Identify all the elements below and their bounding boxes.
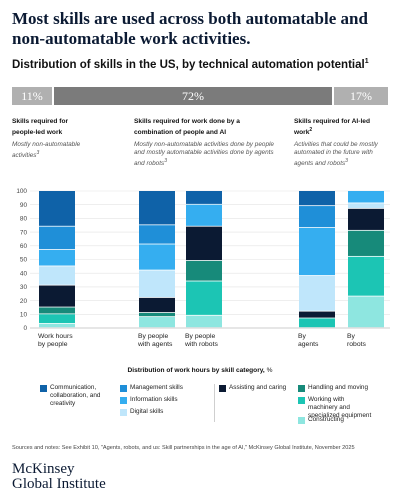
page-title: Most skills are used across both automat… (12, 9, 368, 48)
x-category-label: By agents (298, 333, 319, 348)
legend-item: Working with machinery and specialized e… (298, 396, 374, 419)
bar-segment (299, 311, 335, 318)
bar-segment (186, 226, 222, 261)
y-tick-label: 70 (20, 229, 28, 236)
y-tick-label: 100 (16, 188, 27, 195)
bar-segment (299, 275, 335, 311)
group-title: Skills required for AI-led work2 (294, 118, 370, 137)
legend-divider (214, 384, 215, 422)
legend-label: Assisting and caring (229, 384, 287, 391)
y-tick-label: 60 (20, 243, 28, 250)
legend-item: Digital skills (120, 408, 196, 416)
legend-item: Assisting and caring (219, 384, 295, 392)
group-title: Skills required for people-led work (12, 118, 69, 137)
legend-title: Distribution of work hours by skill cate… (127, 367, 273, 374)
bar-segment (39, 191, 75, 226)
y-tick-label: 30 (20, 284, 28, 291)
legend-item: Communication, collaboration, and creati… (40, 384, 112, 407)
bar-segment (139, 191, 175, 225)
bar-segment (299, 227, 335, 276)
legend-swatch (219, 384, 226, 392)
group-description: Mostly non-automatable activities3 (12, 140, 81, 159)
bar-segment (39, 266, 75, 285)
group-title: Skills required for work done by a combi… (134, 118, 240, 137)
stacked-bar-chart: 0 10 20 30 40 50 60 70 80 90 100 Work hours by peopl… (16, 188, 390, 348)
bar-segment (299, 191, 335, 206)
bar-segment (186, 260, 222, 281)
x-category-label: By robots (347, 333, 366, 348)
bar-segment (186, 315, 222, 328)
y-tick-label: 90 (20, 202, 28, 209)
legend-item: Handling and moving (298, 384, 374, 392)
legend-label: Constructing (308, 416, 344, 423)
legend-swatch (120, 384, 127, 392)
y-tick-label: 50 (20, 257, 28, 264)
legend-label: Handling and moving (308, 384, 369, 391)
group-header-people-led: Skills required for people-led work Most… (12, 118, 92, 160)
bar-segment (139, 270, 175, 298)
x-category-label: By people with agents (137, 333, 173, 348)
legend-label: Information skills (130, 396, 178, 403)
x-category-label: Work hours by people (38, 333, 73, 348)
legend-item: Information skills (120, 396, 196, 404)
bar-segment (139, 244, 175, 270)
bar-segment (186, 281, 222, 315)
bar-segment (39, 249, 75, 266)
legend-swatch (120, 396, 127, 404)
group-description: Activities that could be mostly automate… (294, 140, 378, 167)
automation-share-bar: 11% 72% 17% (12, 87, 388, 105)
bar-segment (299, 318, 335, 328)
bar-segment (39, 226, 75, 250)
legend-item: Constructing (298, 416, 374, 424)
bar-segment (299, 206, 335, 228)
bar-segment (348, 191, 384, 203)
group-description: Mostly non-automatable activities done b… (134, 140, 274, 167)
y-tick-label: 0 (23, 325, 27, 332)
legend-swatch (40, 384, 47, 392)
legend-item: Management skills (120, 384, 196, 392)
chart-subtitle: Distribution of skills in the US, by tec… (12, 58, 392, 71)
bar-segment (139, 317, 175, 328)
share-people-led: 11% (12, 87, 52, 105)
bar-segment (348, 230, 384, 256)
bar-segment (348, 208, 384, 230)
group-header-ai-led: Skills required for AI-led work2 Activit… (294, 118, 389, 168)
y-tick-label: 10 (20, 312, 28, 319)
brand-line-1: McKinsey (12, 461, 75, 477)
legend-label: Communication, collaboration, and creati… (50, 384, 101, 407)
share-ai-led: 17% (334, 87, 388, 105)
group-header-combination: Skills required for work done by a combi… (134, 118, 279, 168)
y-tick-label: 80 (20, 216, 28, 223)
legend-swatch (120, 408, 127, 416)
bar-segment (186, 191, 222, 204)
x-category-label: By people with robots (184, 333, 218, 348)
legend-swatch (298, 416, 305, 424)
bar-segment (39, 323, 75, 328)
share-combination: 72% (54, 87, 332, 105)
y-tick-label: 20 (20, 298, 28, 305)
y-tick-label: 40 (20, 270, 28, 277)
bar-segment (186, 204, 222, 226)
subtitle-note-marker: 1 (364, 58, 369, 65)
bar-segment (39, 285, 75, 307)
bar-segment (348, 256, 384, 296)
bar-segment (39, 314, 75, 324)
legend-swatch (298, 396, 305, 404)
brand-logo: McKinsey Global Institute (12, 462, 106, 492)
bar-segment (139, 225, 175, 244)
bar-segment (139, 297, 175, 313)
legend-label: Digital skills (130, 408, 164, 415)
source-note: Sources and notes: See Exhibit 10, "Agen… (12, 445, 355, 451)
chart-subtitle-text: Distribution of skills in the US, by tec… (12, 58, 365, 71)
legend-label: Management skills (130, 384, 183, 391)
bar-segment (39, 307, 75, 314)
bar-segment (348, 296, 384, 328)
brand-line-2: Global Institute (12, 476, 106, 492)
legend-swatch (298, 384, 305, 392)
bar-segment (348, 203, 384, 209)
bar-segment (139, 312, 175, 317)
legend-label: Working with machinery and specialized e… (308, 396, 372, 419)
